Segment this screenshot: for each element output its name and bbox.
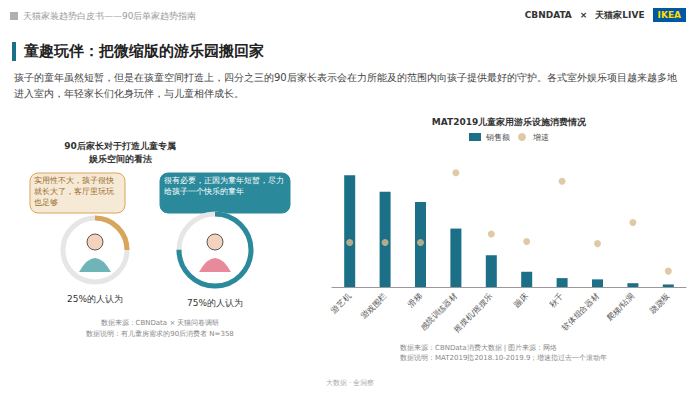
html-text:天猫家装趋势白皮书——90后单家趋势指南: 天猫家装趋势白皮书——90后单家趋势指南 <box>23 11 197 21</box>
svg-text:感统训练器材: 感统训练器材 <box>418 291 460 333</box>
svg-text:爬梯/钻洞: 爬梯/钻洞 <box>605 292 636 323</box>
svg-text:滑梯: 滑梯 <box>406 292 424 310</box>
html-text:CBNDATA: CBNDATA <box>524 10 572 20</box>
html-text:童趣玩伴：把微缩版的游乐园搬回家: 童趣玩伴：把微缩版的游乐园搬回家 <box>24 42 264 60</box>
html-text:实用性不大，孩子很快就长大了，客厅里玩玩也足够: 实用性不大，孩子很快就长大了，客厅里玩玩也足够 <box>34 176 114 207</box>
svg-text:销售额: 销售额 <box>485 133 510 142</box>
html-text:天猫家LIVE: 天猫家LIVE <box>595 9 645 20</box>
svg-text:75%的人认为: 75%的人认为 <box>187 298 243 308</box>
html-text:很有必要，正因为童年短暂，尽力给孩子一个快乐的童年: 很有必要，正因为童年短暂，尽力给孩子一个快乐的童年 <box>164 176 284 196</box>
html-text:孩子的童年虽然短暂，但是在孩童空间打造上，四分之三的90后家: 孩子的童年虽然短暂，但是在孩童空间打造上，四分之三的90后家长表示会在力所能及的… <box>14 72 677 99</box>
svg-text:蹦床: 蹦床 <box>512 292 530 310</box>
html-text:娱乐空间的看法: 娱乐空间的看法 <box>88 154 152 164</box>
svg-text:软体组合器材: 软体组合器材 <box>560 292 600 332</box>
svg-text:摇摆机/摇摆乐: 摇摆机/摇摆乐 <box>452 292 494 334</box>
svg-text:数据说明：有儿童房需求的90后消费者 N=358: 数据说明：有儿童房需求的90后消费者 N=358 <box>86 330 234 338</box>
html-text:数据说明：MAT2019指2018.10-2019.9；增速: 数据说明：MAT2019指2018.10-2019.9；增速指过去一个滚动年 <box>400 354 608 362</box>
svg-text:游戏围栏: 游戏围栏 <box>359 292 388 321</box>
svg-text:增速: 增速 <box>532 133 549 142</box>
svg-text:25%的人认为: 25%的人认为 <box>67 294 123 304</box>
svg-text:数据来源：CBNData × 天猫问卷调研: 数据来源：CBNData × 天猫问卷调研 <box>101 319 220 327</box>
svg-text:游艺机: 游艺机 <box>330 292 353 315</box>
html-text:IKEA: IKEA <box>657 10 681 20</box>
html-text:数据来源：CBNData消费大数据 | 图片来源：网络: 数据来源：CBNData消费大数据 | 图片来源：网络 <box>400 344 558 352</box>
html-text:大数据 · 全洞察: 大数据 · 全洞察 <box>325 379 375 387</box>
svg-text:跷跷板: 跷跷板 <box>648 292 671 315</box>
html-text:90后家长对于打造儿童专属: 90后家长对于打造儿童专属 <box>64 141 176 151</box>
svg-text:MAT2019儿童家用游乐设施消费情况: MAT2019儿童家用游乐设施消费情况 <box>432 117 587 127</box>
svg-text:秋千: 秋千 <box>548 292 566 310</box>
